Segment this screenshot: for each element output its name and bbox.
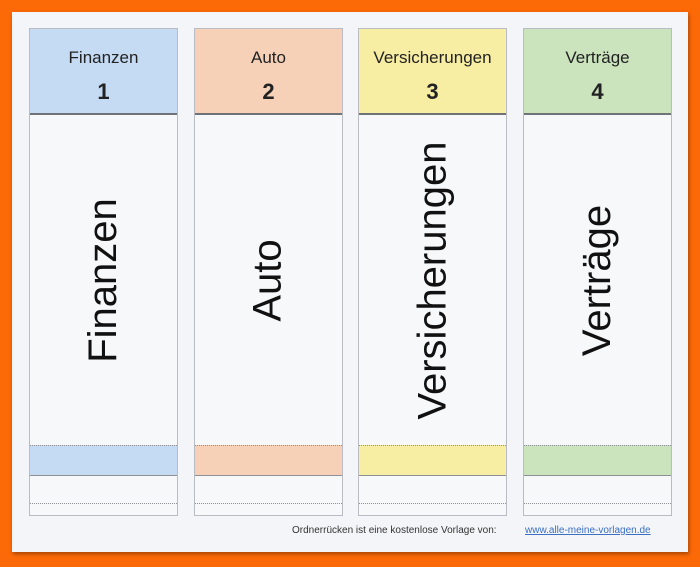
divider <box>524 113 671 115</box>
spine-header: Versicherungen 3 <box>359 29 506 114</box>
spine-number: 3 <box>426 79 439 104</box>
spine-title: Finanzen <box>68 48 139 67</box>
folder-spine: Auto 2 Auto <box>194 28 343 516</box>
spine-title: Versicherungen <box>373 48 492 67</box>
spine-number: 4 <box>591 79 604 104</box>
divider <box>359 503 506 504</box>
footer-text: Ordnerrücken ist eine kostenlose Vorlage… <box>292 525 497 536</box>
template-page: Finanzen 1 Finanzen Auto 2 Auto Versiche… <box>12 12 688 552</box>
spine-label: Verträge <box>575 204 619 356</box>
divider <box>359 113 506 115</box>
color-band <box>524 445 671 476</box>
spine-header: Finanzen 1 <box>30 29 177 114</box>
folder-spine: Verträge 4 Verträge <box>523 28 672 516</box>
spine-number: 1 <box>97 79 110 104</box>
folder-spine: Finanzen 1 Finanzen <box>29 28 178 516</box>
spine-number: 2 <box>262 79 275 104</box>
color-band <box>195 445 342 476</box>
footer-link[interactable]: www.alle-meine-vorlagen.de <box>525 525 651 536</box>
spine-title: Verträge <box>565 48 630 67</box>
spine-title: Auto <box>251 48 286 67</box>
spine-header: Auto 2 <box>195 29 342 114</box>
spine-header: Verträge 4 <box>524 29 671 114</box>
divider <box>195 113 342 115</box>
divider <box>30 113 177 115</box>
divider <box>195 503 342 504</box>
spine-label: Auto <box>245 238 290 322</box>
divider <box>524 503 671 504</box>
folder-spine: Versicherungen 3 Versicherungen <box>358 28 507 516</box>
spine-label: Versicherungen <box>410 141 454 419</box>
color-band <box>359 445 506 476</box>
divider <box>30 503 177 504</box>
spine-label: Finanzen <box>81 197 125 363</box>
color-band <box>30 445 177 476</box>
